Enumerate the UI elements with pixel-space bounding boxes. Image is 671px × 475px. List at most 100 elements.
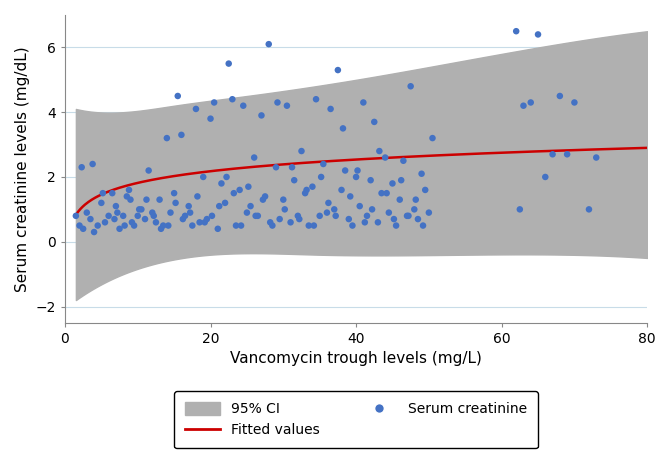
Point [272, 99, 283, 106]
Point [403, 212, 414, 219]
Point [591, 154, 602, 162]
Point [267, 222, 278, 229]
Point [301, 186, 312, 194]
Point [70, 212, 81, 219]
Point [170, 199, 181, 207]
Point [296, 147, 307, 155]
Point [336, 186, 347, 194]
Point [518, 102, 529, 110]
Point [347, 222, 358, 229]
Point [411, 196, 421, 203]
Point [387, 180, 398, 187]
Point [119, 222, 130, 229]
Point [369, 118, 380, 126]
Point [93, 222, 103, 229]
Point [214, 202, 225, 210]
Point [85, 215, 96, 223]
Point [227, 95, 238, 103]
Point [416, 170, 427, 178]
Point [147, 209, 158, 217]
Point [398, 157, 409, 164]
Point [192, 192, 203, 200]
Point [209, 99, 219, 106]
Point [158, 222, 168, 229]
Point [132, 212, 143, 219]
Point [427, 134, 438, 142]
Point [194, 218, 205, 226]
Point [180, 212, 191, 219]
Point [219, 199, 230, 207]
Point [279, 206, 290, 213]
Point [89, 228, 99, 236]
Point [245, 202, 256, 210]
Point [316, 173, 327, 181]
Point [205, 115, 216, 123]
Point [144, 167, 154, 174]
Point [548, 151, 558, 158]
Point [78, 225, 89, 233]
Point [533, 30, 544, 38]
Legend: 95% CI, Fitted values, Serum creatinine: 95% CI, Fitted values, Serum creatinine [174, 391, 537, 448]
Point [76, 163, 87, 171]
Point [282, 102, 293, 110]
Point [420, 186, 431, 194]
Point [121, 192, 132, 200]
Point [365, 176, 376, 184]
Point [352, 167, 363, 174]
Point [307, 183, 318, 190]
Point [178, 215, 189, 223]
Point [140, 215, 150, 223]
Point [118, 212, 129, 219]
Point [395, 196, 405, 203]
Point [111, 202, 121, 210]
Point [325, 105, 336, 113]
Y-axis label: Serum creatinine levels (mg/dL): Serum creatinine levels (mg/dL) [15, 46, 30, 292]
Point [289, 176, 299, 184]
Point [540, 173, 551, 181]
Point [163, 222, 174, 229]
Point [148, 212, 159, 219]
Point [216, 180, 227, 187]
Point [154, 196, 165, 203]
Point [198, 173, 209, 181]
Point [293, 212, 303, 219]
Point [367, 206, 378, 213]
Point [165, 209, 176, 217]
Point [423, 209, 434, 217]
Point [294, 215, 305, 223]
Point [243, 183, 254, 190]
Point [238, 102, 249, 110]
Point [234, 186, 245, 194]
Point [176, 131, 187, 139]
Point [396, 176, 407, 184]
Point [201, 215, 212, 223]
Point [383, 209, 394, 217]
Point [256, 112, 267, 119]
Point [376, 190, 387, 197]
Point [114, 225, 125, 233]
Point [242, 209, 252, 217]
Point [405, 83, 416, 90]
Point [340, 167, 350, 174]
Point [309, 222, 319, 229]
Point [362, 212, 372, 219]
Point [258, 196, 268, 203]
Point [338, 124, 348, 132]
Point [99, 218, 110, 226]
Point [584, 206, 595, 213]
Point [402, 212, 413, 219]
Point [199, 218, 210, 226]
Point [511, 28, 521, 35]
Point [303, 222, 314, 229]
Point [150, 218, 161, 226]
Point [231, 222, 242, 229]
Point [270, 163, 281, 171]
Point [554, 92, 565, 100]
Point [381, 190, 392, 197]
Point [123, 186, 134, 194]
Point [236, 222, 246, 229]
Point [264, 40, 274, 48]
Point [311, 95, 321, 103]
Point [103, 212, 114, 219]
Point [221, 173, 232, 181]
